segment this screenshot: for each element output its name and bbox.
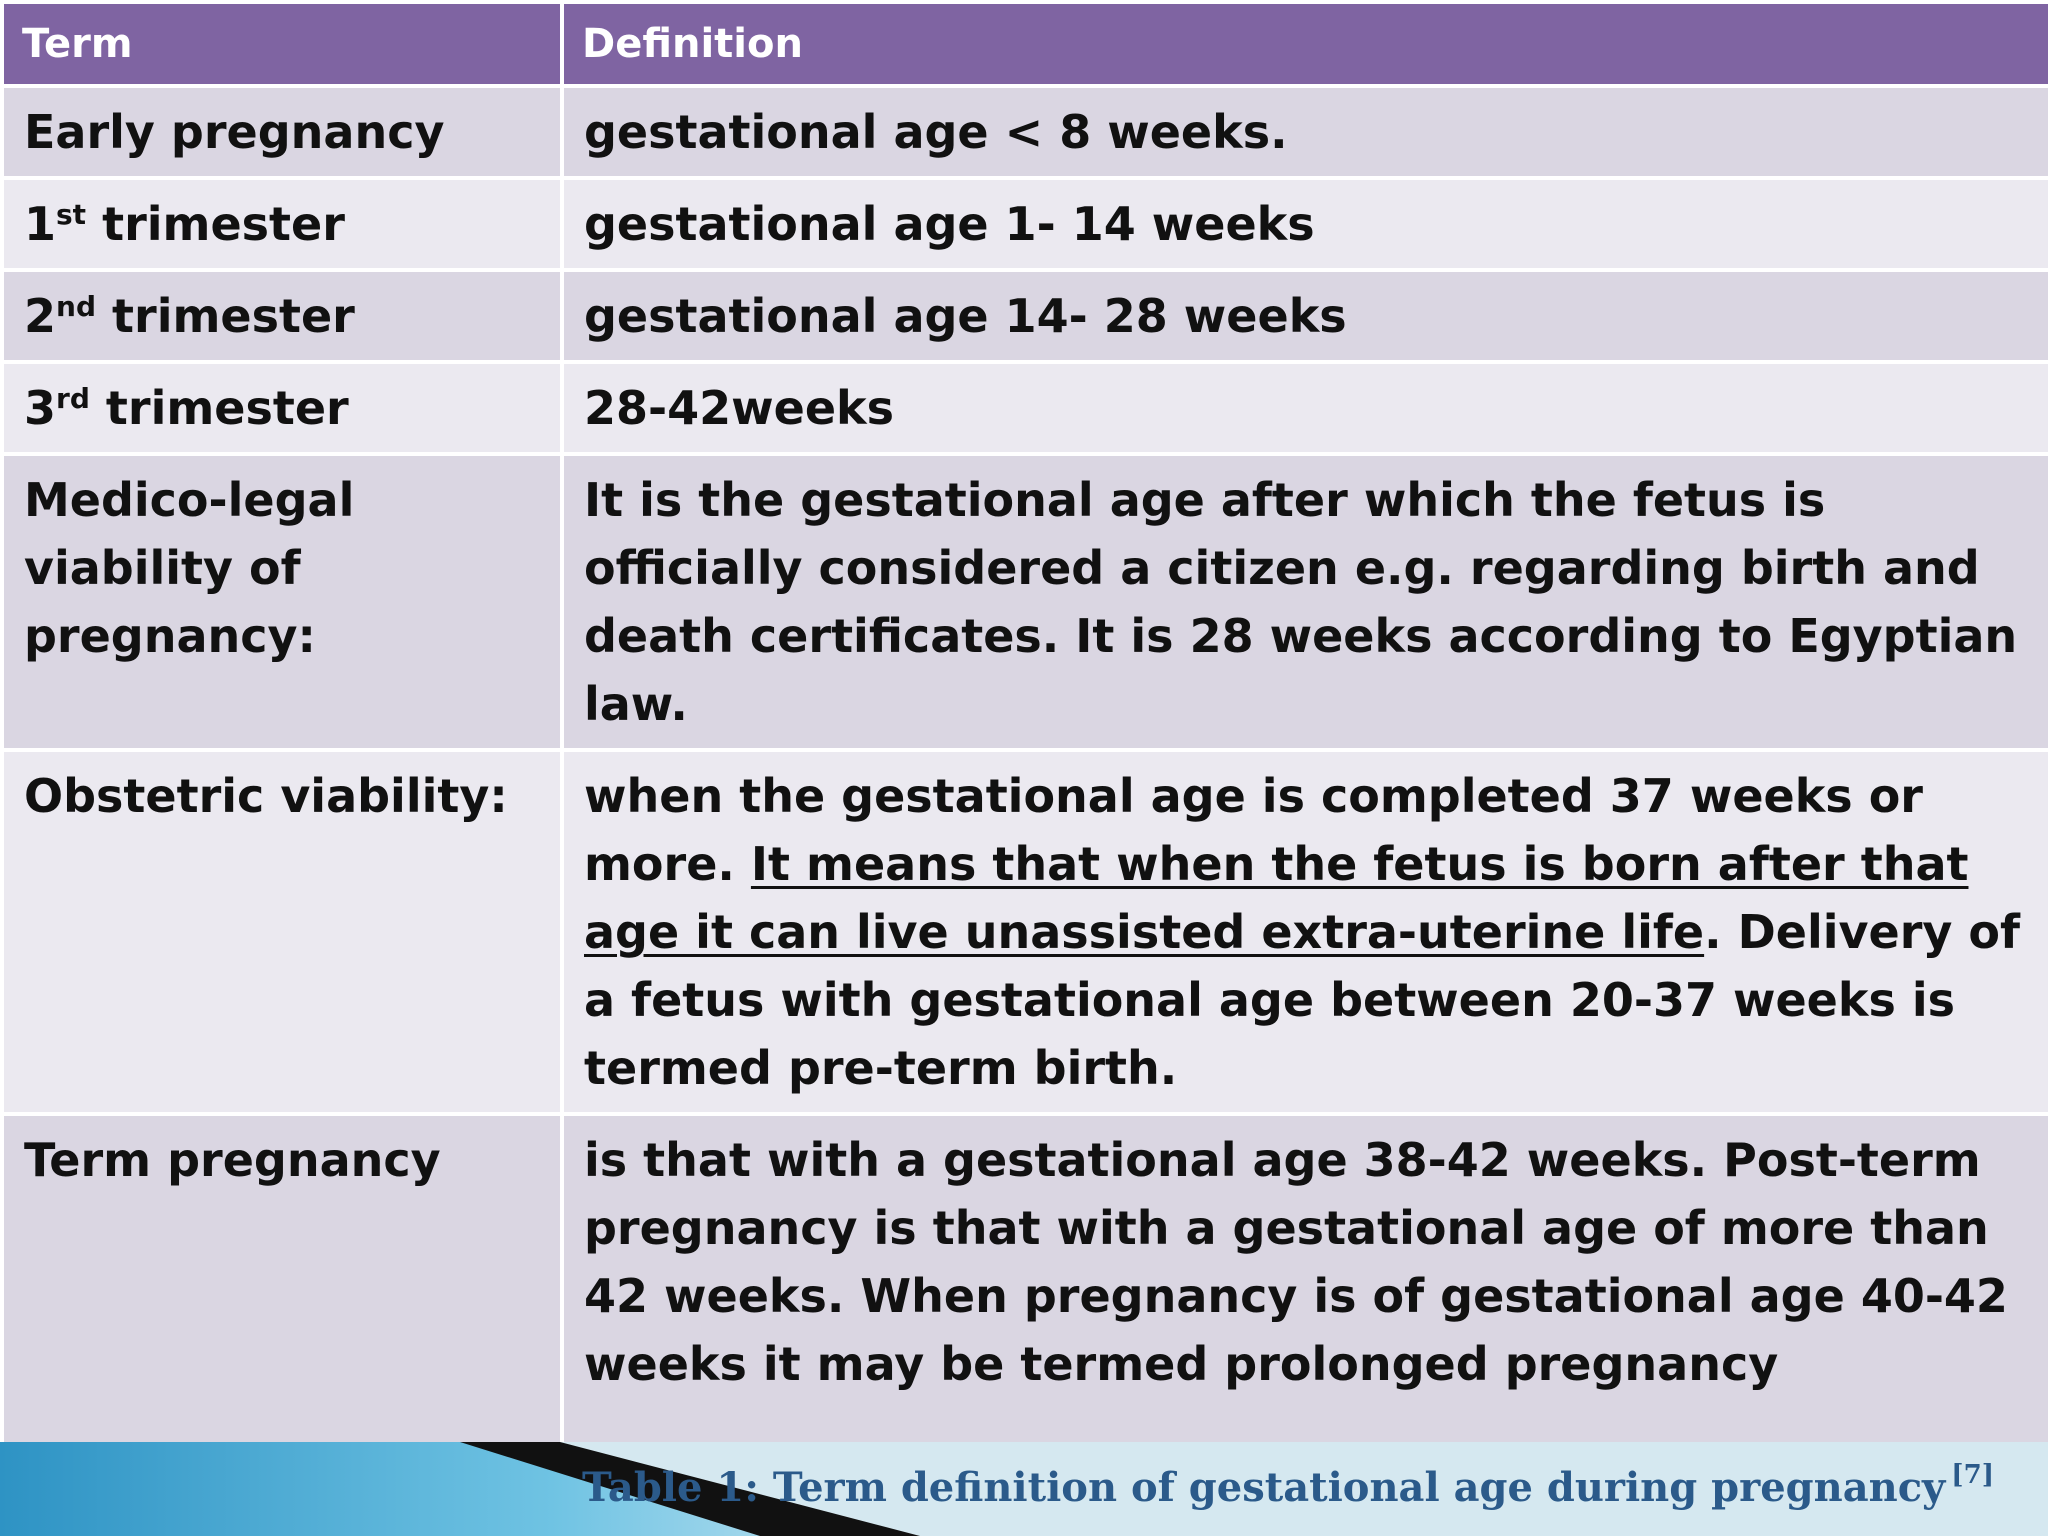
footer-decoration [0, 1442, 920, 1536]
table-row: 1st trimester gestational age 1- 14 week… [4, 180, 2048, 268]
caption-text: Table 1: Term definition of gestational … [581, 1464, 1946, 1511]
table-row: Early pregnancy gestational age < 8 week… [4, 88, 2048, 176]
footer-dark-stripe [460, 1442, 920, 1536]
ordinal-suffix: rd [56, 382, 90, 415]
table-row: Obstetric viability: when the gestationa… [4, 752, 2048, 1112]
definition-text: when the gestational age is completed 37… [584, 769, 1923, 891]
ordinal-number: 3 [24, 381, 57, 435]
definition-cell: gestational age < 8 weeks. [564, 88, 2048, 176]
term-cell: 2nd trimester [4, 272, 560, 360]
header-term: Term [4, 4, 560, 84]
term-text: trimester [89, 381, 349, 435]
table-caption: Table 1: Term definition of gestational … [582, 1460, 1994, 1511]
definition-cell: is that with a gestational age 38-42 wee… [564, 1116, 2048, 1464]
table-row: 2nd trimester gestational age 14- 28 wee… [4, 272, 2048, 360]
ordinal-number: 1 [24, 197, 57, 251]
term-cell: 1st trimester [4, 180, 560, 268]
term-cell: Obstetric viability: [4, 752, 560, 1112]
definition-cell: gestational age 14- 28 weeks [564, 272, 2048, 360]
table-header-row: Term Definition [4, 4, 2048, 84]
slide-footer: Table 1: Term definition of gestational … [0, 1442, 2048, 1536]
definition-cell: gestational age 1- 14 weeks [564, 180, 2048, 268]
term-cell: 3rd trimester [4, 364, 560, 452]
definition-text: . Delivery of a fetus with gestational a… [584, 905, 2020, 1095]
definition-cell: when the gestational age is completed 37… [564, 752, 2048, 1112]
term-cell: Term pregnancy [4, 1116, 560, 1464]
table-row: Term pregnancy is that with a gestationa… [4, 1116, 2048, 1464]
ordinal-suffix: nd [56, 290, 96, 323]
term-cell: Medico-legal viability of pregnancy: [4, 456, 560, 748]
ordinal-suffix: st [56, 198, 87, 231]
term-cell: Early pregnancy [4, 88, 560, 176]
caption-reference: [7] [1951, 1460, 1994, 1490]
definition-cell: It is the gestational age after which th… [564, 456, 2048, 748]
definitions-table: Term Definition Early pregnancy gestatio… [4, 4, 2048, 1464]
ordinal-number: 2 [24, 289, 57, 343]
definition-cell: 28-42weeks [564, 364, 2048, 452]
table-row: 3rd trimester 28-42weeks [4, 364, 2048, 452]
term-text: trimester [86, 197, 345, 251]
definition-underlined-text: It means that when the fetus is born aft… [584, 837, 1969, 959]
term-text: trimester [96, 289, 355, 343]
header-definition: Definition [564, 4, 2048, 84]
table-row: Medico-legal viability of pregnancy: It … [4, 456, 2048, 748]
